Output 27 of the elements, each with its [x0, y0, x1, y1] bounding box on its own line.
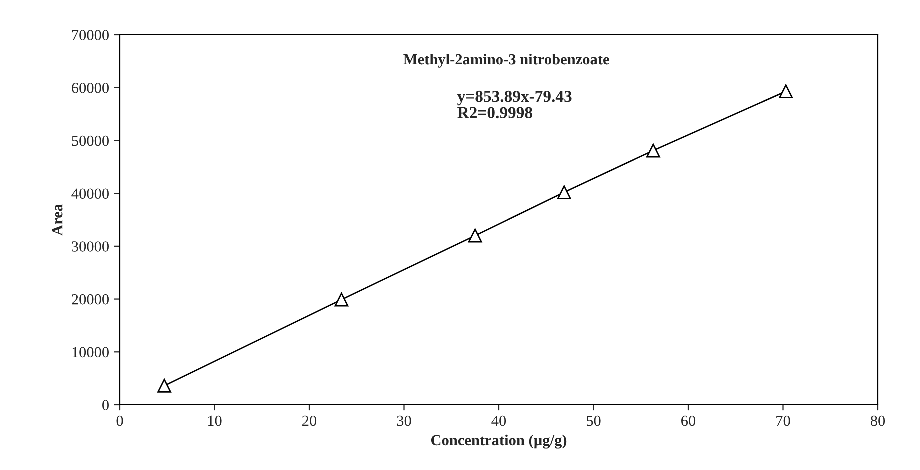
x-tick-label: 70 — [776, 416, 790, 426]
x-tick-label: 10 — [208, 416, 222, 426]
x-tick-label: 20 — [302, 416, 317, 426]
x-tick-label: 60 — [682, 416, 696, 426]
x-tick-label: 30 — [397, 416, 412, 426]
x-tick-label: 50 — [587, 416, 601, 426]
annotation: y=853.89x-79.43 R2=0.9998 — [457, 90, 572, 119]
point — [779, 84, 794, 98]
point — [557, 186, 572, 200]
y-axis-title: Area — [52, 204, 63, 236]
y-tick-label: 60000 — [72, 83, 109, 94]
point — [646, 144, 660, 158]
x-tick-label: 0 — [116, 416, 124, 426]
y-tick-label: 20000 — [72, 294, 109, 305]
point — [334, 292, 349, 307]
text: Methyl-2amino-3 nitrobenzoate — [404, 54, 610, 68]
y-tick-label: 70000 — [72, 30, 109, 40]
point — [158, 379, 172, 393]
point — [468, 228, 482, 243]
x-tick-label: 40 — [492, 416, 506, 426]
y-tick-label: 40000 — [72, 188, 109, 200]
y-tick-label: 0 — [102, 400, 109, 410]
y-tick-label: 10000 — [72, 347, 109, 358]
x-axis-title: Concentration (µg/g) — [431, 434, 567, 449]
x-tick-label: 80 — [870, 416, 886, 426]
y-tick-label: 50000 — [72, 136, 109, 146]
y-tick-label: 30000 — [72, 242, 109, 252]
